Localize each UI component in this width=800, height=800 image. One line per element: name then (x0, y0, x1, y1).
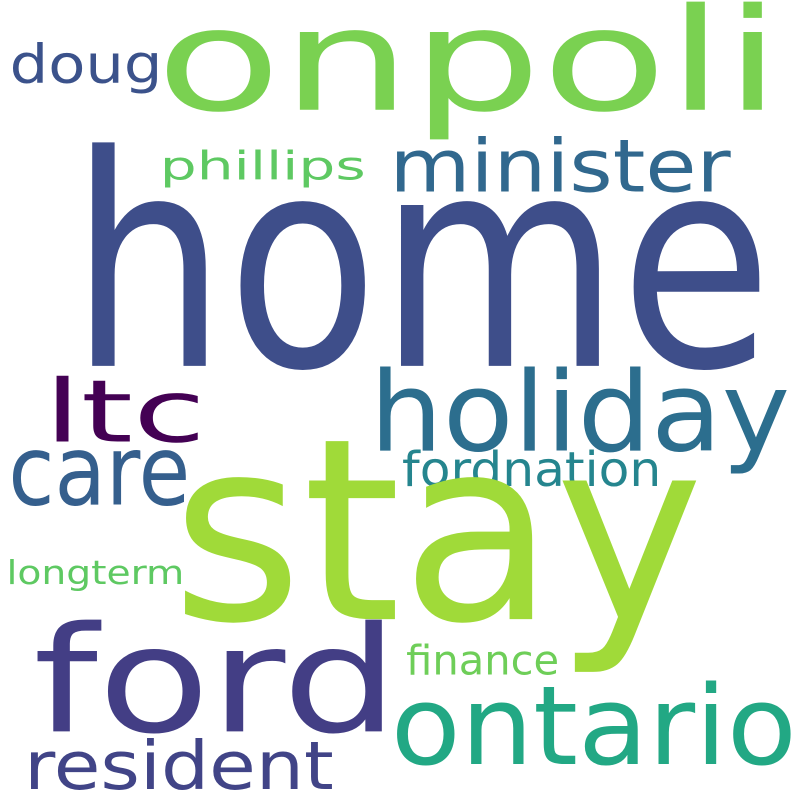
word-home: home (69, 93, 773, 437)
word-longterm: longterm (6, 553, 185, 592)
word-resident: resident (24, 726, 334, 800)
word-onpoli: onpoli (155, 0, 782, 144)
word-ontario: ontario (390, 662, 797, 791)
word-stay: stay (171, 384, 704, 680)
word-fordnation: fordnation (401, 442, 662, 498)
word-care: care (8, 414, 191, 528)
word-minister: minister (389, 123, 731, 210)
word-finance: finance (406, 636, 560, 685)
word-phillips: phillips (159, 143, 366, 190)
word-holiday: holiday (369, 348, 791, 478)
word-doug: doug (9, 33, 163, 96)
word-ltc: ltc (44, 361, 206, 463)
word-ford: ford (33, 595, 399, 767)
